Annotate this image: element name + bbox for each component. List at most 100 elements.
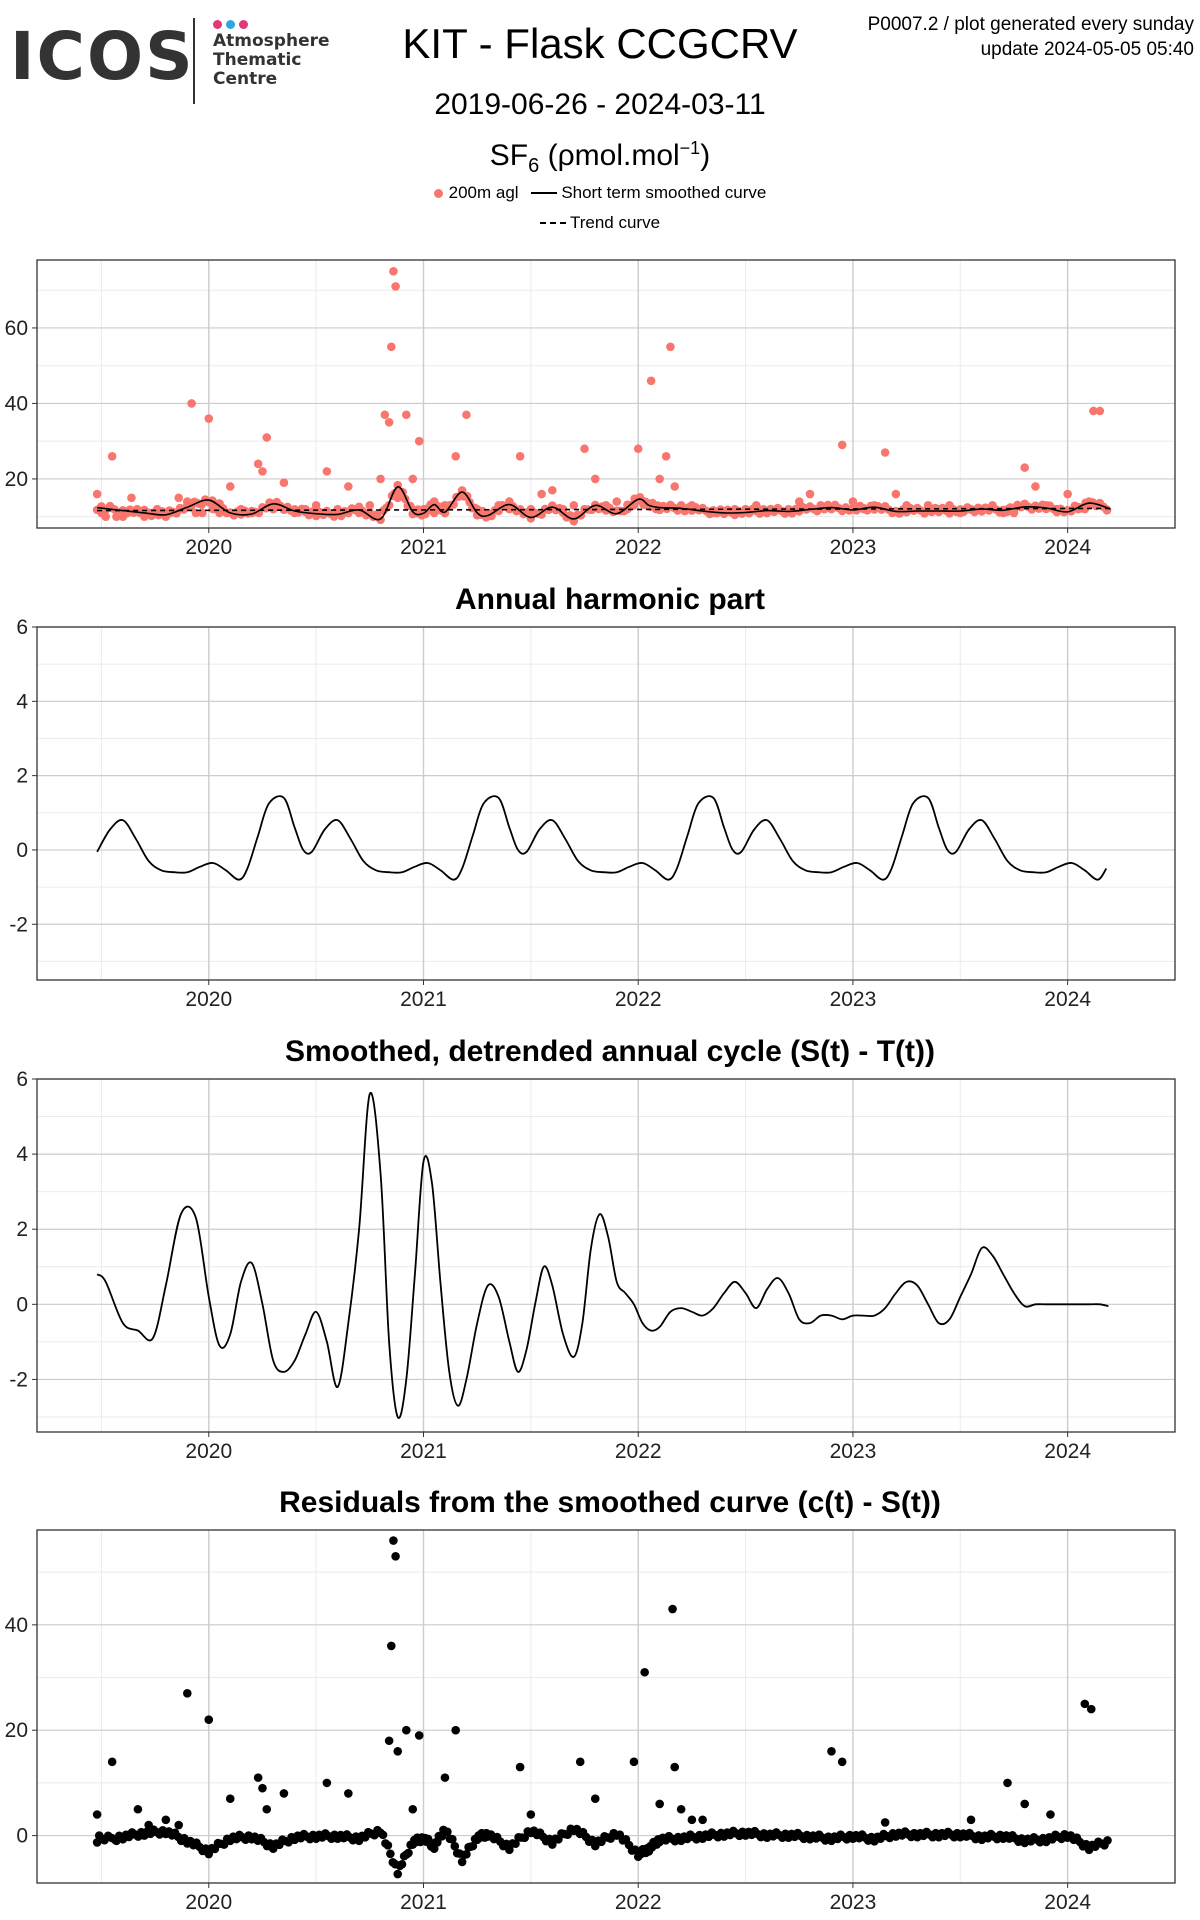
sf6-point xyxy=(397,489,407,499)
residual-point xyxy=(183,1689,192,1698)
plot-background xyxy=(37,627,1175,980)
sf6-point xyxy=(449,500,458,509)
sf6-point xyxy=(268,504,278,514)
sf6-point xyxy=(187,399,196,408)
legend-dash-swatch xyxy=(539,222,566,225)
sf6-point xyxy=(880,448,890,457)
logo-line-2: Thematic xyxy=(213,50,302,70)
sf6-point xyxy=(505,504,514,514)
y-tick-label: 0 xyxy=(16,1825,28,1848)
sf6-point xyxy=(365,501,375,510)
logo-divider xyxy=(193,18,195,104)
sf6-point xyxy=(127,493,136,503)
sf6-point xyxy=(623,504,632,514)
residual-point xyxy=(1086,1704,1096,1714)
residual-point xyxy=(1080,1699,1090,1709)
logo-line-1: Atmosphere xyxy=(213,31,330,51)
sf6-point xyxy=(402,410,411,420)
sf6-point xyxy=(646,376,656,386)
sf6-timeseries-panel: 2020 2021 2022 2023 2024 20 40 60 xyxy=(5,259,1176,559)
residual-point xyxy=(1020,1799,1029,1809)
plot-border xyxy=(36,1078,1176,1433)
sf6-point xyxy=(414,436,424,446)
residual-point xyxy=(515,1762,525,1772)
sf6-point xyxy=(666,342,675,352)
y-tick-label: 2 xyxy=(16,765,28,788)
residual-point xyxy=(389,1536,398,1545)
sf6-point xyxy=(101,512,111,521)
unit-suffix: ) xyxy=(700,139,711,172)
sf6-point xyxy=(670,482,680,491)
sf6-point xyxy=(1009,508,1019,518)
residual-point xyxy=(253,1773,263,1782)
residuals-panel: 2020 2021 2022 2023 2024 0 20 40 xyxy=(5,1529,1176,1914)
logo-line-3: Centre xyxy=(213,69,278,89)
residual-point xyxy=(655,1799,664,1809)
residual-point xyxy=(384,1736,394,1746)
residual-point xyxy=(344,1789,353,1798)
sf6-point xyxy=(462,410,471,420)
x-tick-label: 2024 xyxy=(1044,1891,1091,1914)
x-tick-label: 2022 xyxy=(615,988,662,1011)
residual-point xyxy=(408,1804,418,1814)
x-tick-label: 2021 xyxy=(400,988,447,1011)
residual-point xyxy=(383,1840,393,1850)
meta-line-1: P0007.2 / plot generated every sunday xyxy=(867,14,1194,35)
residual-point xyxy=(174,1820,184,1830)
plot-background xyxy=(37,1530,1175,1883)
residual-point xyxy=(676,1804,686,1814)
residual-point xyxy=(393,1746,403,1756)
sf6-point xyxy=(794,497,804,506)
residual-point xyxy=(450,1841,460,1851)
y-tick-label: 60 xyxy=(5,317,28,340)
residual-point xyxy=(687,1815,697,1825)
sf6-point xyxy=(923,501,933,510)
sf6-point xyxy=(451,451,460,461)
plot-meta: P0007.2 / plot generated every sunday up… xyxy=(868,12,1194,62)
residual-point xyxy=(520,1833,530,1843)
species-name: SF xyxy=(489,139,529,172)
residual-point xyxy=(144,1820,153,1830)
meta-line-2: update 2024-05-05 05:40 xyxy=(980,39,1194,60)
x-tick-label: 2020 xyxy=(185,1891,232,1914)
date-range: 2019-06-26 - 2024-03-11 xyxy=(434,88,766,121)
detrended-cycle-curve xyxy=(96,1091,1109,1420)
residual-point xyxy=(440,1773,450,1782)
residual-point xyxy=(443,1827,452,1837)
sf6-point xyxy=(805,489,815,499)
plot-background xyxy=(37,260,1175,528)
sf6-point xyxy=(322,467,332,476)
residual-point xyxy=(451,1725,460,1735)
sf6-point xyxy=(837,440,847,450)
residual-point xyxy=(262,1804,272,1814)
sf6-point xyxy=(225,482,235,491)
sf6-point xyxy=(687,501,697,510)
sf6-point xyxy=(590,474,600,484)
sf6-point xyxy=(140,512,149,521)
sf6-point xyxy=(253,459,263,469)
y-tick-label: 40 xyxy=(5,392,28,415)
legend-smooth-label: Short term smoothed curve xyxy=(561,182,767,202)
trend-curve xyxy=(97,507,1111,512)
sf6-point xyxy=(1063,489,1072,499)
residual-point xyxy=(511,1839,520,1848)
logo-subtitle: Atmosphere Thematic Centre xyxy=(213,32,330,89)
plot-border xyxy=(36,1529,1176,1884)
residual-point xyxy=(378,1830,388,1840)
legend-line-swatch xyxy=(531,192,558,195)
sf6-point xyxy=(262,433,272,442)
residual-point xyxy=(668,1604,677,1614)
sf6-point xyxy=(301,504,310,514)
sf6-point xyxy=(440,501,450,510)
residual-point xyxy=(404,1848,413,1858)
logo-dots xyxy=(213,16,252,34)
residual-point xyxy=(640,1667,649,1677)
residual-point xyxy=(258,1783,267,1793)
residual-point xyxy=(526,1810,536,1819)
sf6-point xyxy=(1095,406,1105,416)
sf6-point xyxy=(236,504,246,514)
short-term-smoothed-curve xyxy=(97,486,1111,521)
sf6-point xyxy=(655,474,664,484)
unit-superscript: −1 xyxy=(679,138,701,158)
residual-point xyxy=(966,1815,976,1825)
